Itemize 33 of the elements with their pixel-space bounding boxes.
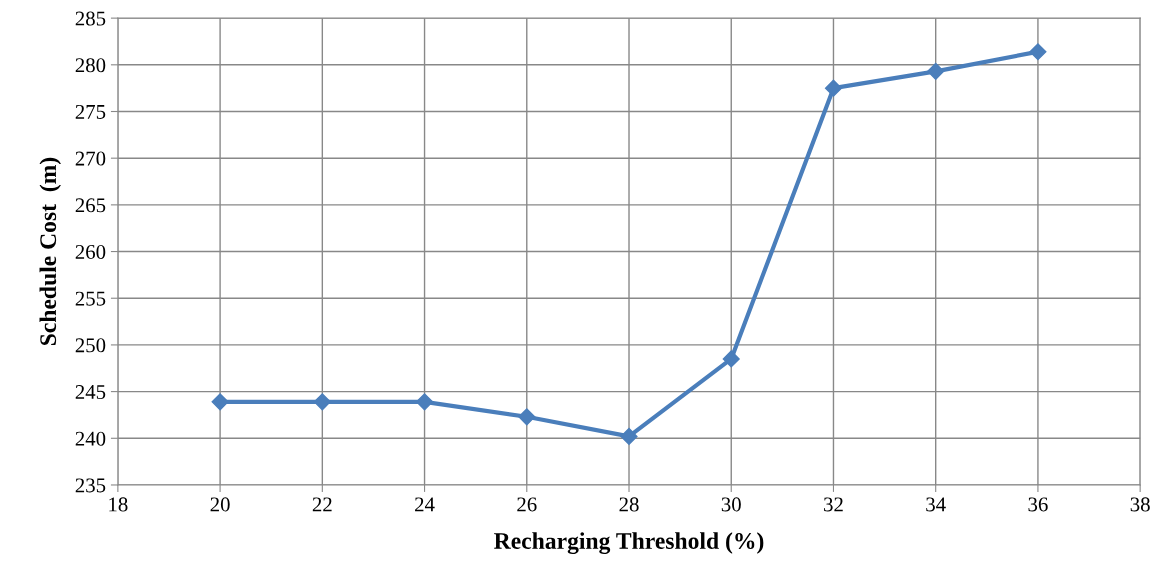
x-tick-label: 20 [210,497,230,512]
x-tick-label: 18 [109,497,128,512]
x-tick-label: 34 [926,497,946,512]
y-tick-label: 260 [75,244,106,259]
point [927,62,945,80]
point [620,427,638,445]
y-tick-label: 275 [75,104,106,119]
x-tick-label: 24 [415,497,435,512]
y-tick-label: 240 [75,431,106,446]
y-tick-label: 265 [75,198,106,213]
point [518,408,536,426]
point [824,79,843,97]
y-tick-label: 285 [75,11,106,26]
y-tick-label: 245 [75,385,106,400]
x-tick-label: 26 [517,497,537,512]
x-tick-label: 38 [1130,497,1150,512]
y-tick-label: 280 [75,58,106,73]
y-tick-label: 270 [75,151,106,166]
point [722,350,740,368]
x-tick-label: 30 [721,497,741,512]
x-tick-label: 36 [1028,497,1048,512]
point [416,393,434,411]
point [211,393,229,411]
point [313,393,331,411]
y-axis-title: Schedule Cost (m) [39,157,61,346]
y-tick-label: 255 [75,291,106,306]
x-tick-label: 32 [824,497,843,512]
point [1029,43,1047,61]
x-axis-title: Recharging Threshold (%) [494,532,764,554]
x-tick-label: 28 [619,497,639,512]
x-tick-label: 22 [312,497,332,512]
y-tick-label: 250 [75,338,106,353]
y-tick-label: 235 [75,478,106,493]
